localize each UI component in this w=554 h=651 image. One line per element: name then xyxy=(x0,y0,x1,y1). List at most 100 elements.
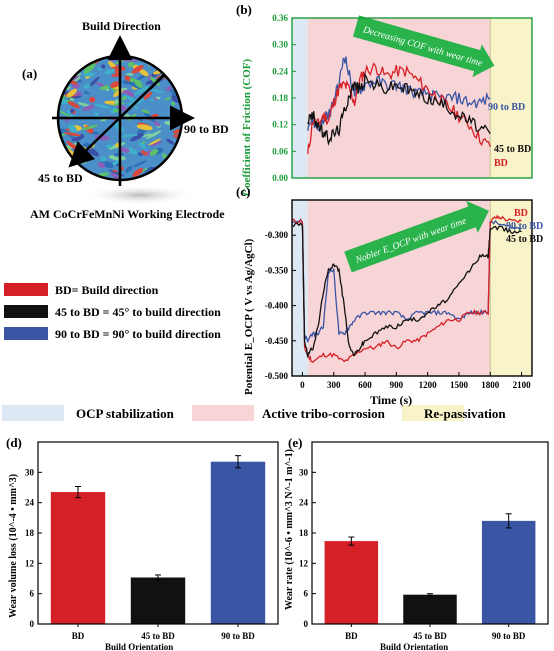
microstructure-grain xyxy=(133,86,150,96)
panel-b-cof-chart: (b) Coefficient of Friction (COF) Decrea… xyxy=(236,2,533,196)
x-tick-label: 1800 xyxy=(481,380,500,390)
x-tick-label: 90 to BD xyxy=(221,631,255,641)
microstructure-grain xyxy=(176,56,182,63)
microstructure-grain xyxy=(70,108,75,113)
microstructure-grain xyxy=(58,150,67,157)
microstructure-grain xyxy=(129,77,135,83)
microstructure-grain xyxy=(65,66,70,73)
microstructure-grain xyxy=(174,152,181,158)
phase-swatch-ocp xyxy=(2,405,64,421)
microstructure-grain xyxy=(142,133,152,138)
microstructure-grain xyxy=(97,162,106,168)
microstructure-grain xyxy=(165,68,178,73)
panel-c-ocp-chart: (c) Potential E_OCP ( V vs Ag/AgCl) Time… xyxy=(236,184,543,407)
x-tick-label: BD xyxy=(72,631,85,641)
bar-90-to-bd xyxy=(210,461,266,624)
microstructure-grain xyxy=(58,56,67,65)
microstructure-grain xyxy=(132,160,148,168)
panel-e-label: (e) xyxy=(288,435,302,450)
microstructure-grain xyxy=(170,174,178,179)
series-line-45-to-bd xyxy=(291,222,522,359)
series-line-bd xyxy=(307,62,491,154)
microstructure-grain xyxy=(150,76,161,86)
microstructure-grain xyxy=(148,138,162,146)
phase-band-ocp xyxy=(292,18,308,178)
microstructure-grain xyxy=(67,56,83,62)
bar-45-to-bd xyxy=(403,594,457,624)
panel-b-ylabel: Coefficient of Friction (COF) xyxy=(241,59,253,196)
microstructure-grain xyxy=(156,56,170,66)
microstructure-grain xyxy=(67,100,80,109)
x-tick-label: 45 to BD xyxy=(413,631,447,641)
microstructure-grain xyxy=(174,74,182,77)
microstructure-grain xyxy=(174,164,182,170)
legend-swatch-90 xyxy=(4,327,48,340)
microstructure-grain xyxy=(124,94,136,102)
annotation-arrow xyxy=(352,15,495,78)
panel-a-label: (a) xyxy=(22,66,37,81)
microstructure-grain xyxy=(82,124,99,130)
microstructure-grain xyxy=(64,62,72,67)
microstructure-grain xyxy=(106,144,114,148)
x-tick-label: 300 xyxy=(327,380,341,390)
microstructure-grain xyxy=(164,96,172,101)
microstructure-grain xyxy=(82,104,95,111)
microstructure-grain xyxy=(71,136,83,142)
microstructure-grain xyxy=(100,160,114,169)
x-tick-label: 1200 xyxy=(419,380,438,390)
microstructure-grain xyxy=(88,56,95,60)
y-tick-label: 0.18 xyxy=(272,93,288,103)
bar-bd xyxy=(50,492,106,624)
plot-frame xyxy=(291,199,533,377)
microstructure-grain xyxy=(94,103,111,109)
y-tick-label: 0 xyxy=(304,619,309,629)
microstructure-grain xyxy=(94,112,99,117)
microstructure-grain xyxy=(95,82,106,88)
y-tick-label: 0.00 xyxy=(272,173,288,183)
y-tick-label: 0.12 xyxy=(272,120,288,130)
y-tick-label: 6 xyxy=(304,589,309,599)
panel-d-ylabel: Wear volume loss (10^-4 • mm^3) xyxy=(8,474,19,618)
microstructure-grain xyxy=(172,156,182,168)
microstructure-grain xyxy=(101,64,106,69)
y-tick-label: 0.06 xyxy=(272,146,288,156)
microstructure-grain xyxy=(130,133,144,142)
y-tick-label: 0 xyxy=(30,619,35,629)
microstructure-grain xyxy=(149,149,159,156)
x-tick-label: 2100 xyxy=(513,380,532,390)
microstructure-grain xyxy=(60,56,76,62)
microstructure-grain xyxy=(115,142,120,148)
panel-e-xlabel: Build Orientation xyxy=(380,642,448,651)
microstructure-grain xyxy=(145,130,162,140)
microstructure-grain xyxy=(100,156,107,162)
ninety-bd-label: 90 to BD xyxy=(184,122,229,136)
microstructure-grain xyxy=(108,154,126,161)
y-tick-label: 18 xyxy=(25,528,35,538)
microstructure-grain xyxy=(113,108,120,113)
microstructure-grain xyxy=(89,76,100,87)
legend-swatch-bd xyxy=(4,283,48,296)
microstructure-grain xyxy=(89,96,96,103)
microstructure-grain xyxy=(176,64,181,69)
panel-d-bar-chart: (d) Wear volume loss (10^-4 • mm^3) Buil… xyxy=(6,435,279,651)
microstructure-grain xyxy=(64,132,82,137)
panel-e-ylabel: Wear rate (10^-6 • mm^3 N^-1 m^-1) xyxy=(284,449,295,610)
end-label-bd: BD xyxy=(514,208,528,219)
legend-label-45: 45 to BD = 45° to build direction xyxy=(55,305,221,319)
electrode-shadow xyxy=(84,185,196,205)
microstructure-grain xyxy=(127,61,135,68)
microstructure-grain xyxy=(64,56,78,63)
microstructure-grain xyxy=(150,141,162,147)
legend-label-90: 90 to BD = 90° to build direction xyxy=(55,327,221,341)
phase-label-repass: Re-passivation xyxy=(424,406,506,421)
y-tick-label: 24 xyxy=(25,498,35,508)
x-tick-label: BD xyxy=(345,631,358,641)
microstructure-grain xyxy=(59,60,69,69)
y-tick-label: -0.350 xyxy=(265,265,289,275)
end-label-bd: BD xyxy=(494,158,508,169)
y-tick-label: 30 xyxy=(25,467,35,477)
fortyfive-direction-arrow xyxy=(68,73,166,168)
microstructure-grain xyxy=(159,170,177,177)
panel-c-xlabel: Time (s) xyxy=(370,393,412,407)
orientation-legend: BD= Build direction 45 to BD = 45° to bu… xyxy=(4,283,221,341)
